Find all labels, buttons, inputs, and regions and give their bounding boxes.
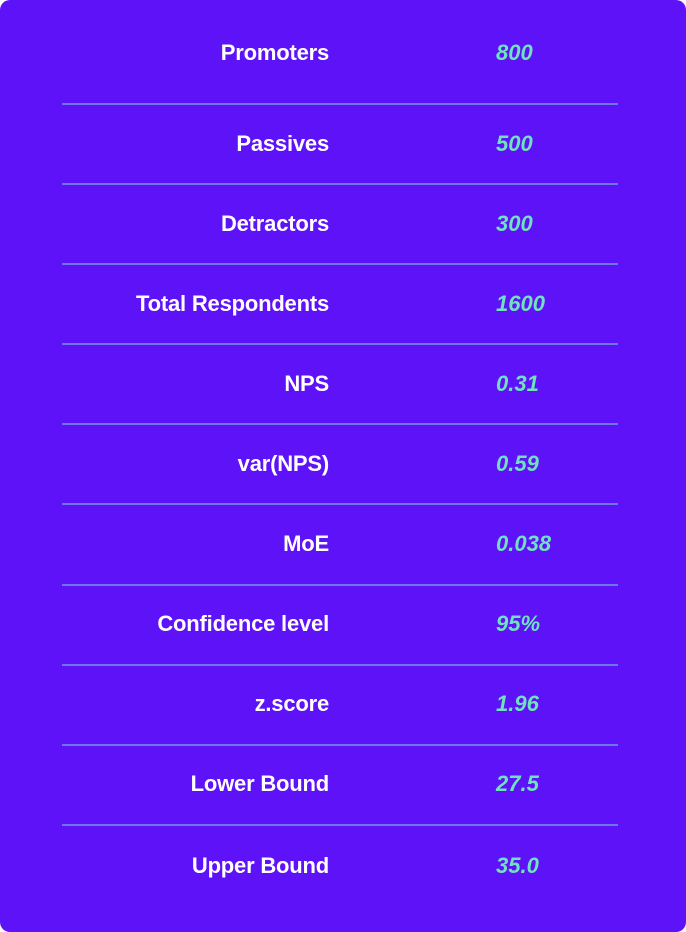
stat-label: NPS [284, 370, 329, 396]
stat-value: 0.31 [496, 370, 539, 396]
stat-row: z.score 1.96 [62, 665, 618, 746]
stat-value: 1600 [496, 290, 545, 316]
stat-value: 800 [496, 40, 533, 65]
stat-row: Lower Bound 27.5 [62, 745, 618, 826]
stat-label: z.score [254, 691, 330, 717]
stat-value: 300 [496, 210, 533, 236]
stat-row: Detractors 300 [62, 184, 618, 266]
stat-label: Confidence level [157, 611, 329, 637]
stat-row: Total Respondents 1600 [62, 264, 618, 346]
stat-label: Promoters [220, 40, 329, 65]
stat-row: Upper Bound 35.0 [62, 825, 618, 912]
stat-row: Passives 500 [62, 104, 618, 185]
stat-row: var(NPS) 0.59 [62, 424, 618, 506]
stat-label: Lower Bound [190, 771, 330, 797]
stat-value: 0.59 [496, 450, 539, 476]
stat-value: 1.96 [496, 691, 539, 717]
stat-row: Promoters 800 [62, 0, 618, 105]
stat-label: MoE [283, 531, 329, 556]
stat-label: Upper Bound [191, 852, 329, 878]
stat-row: Confidence level 95% [62, 585, 618, 666]
stat-value: 95% [496, 611, 541, 637]
stat-value: 0.038 [496, 531, 552, 556]
stat-label: Total Respondents [136, 290, 329, 316]
stat-label: var(NPS) [237, 450, 330, 476]
stat-row: MoE 0.038 [62, 505, 618, 586]
stat-value: 35.0 [496, 852, 539, 878]
stat-label: Detractors [220, 210, 329, 236]
stat-row: NPS 0.31 [62, 344, 618, 426]
stat-value: 500 [496, 130, 533, 156]
stat-label: Passives [236, 130, 329, 156]
stat-value: 27.5 [496, 771, 539, 797]
